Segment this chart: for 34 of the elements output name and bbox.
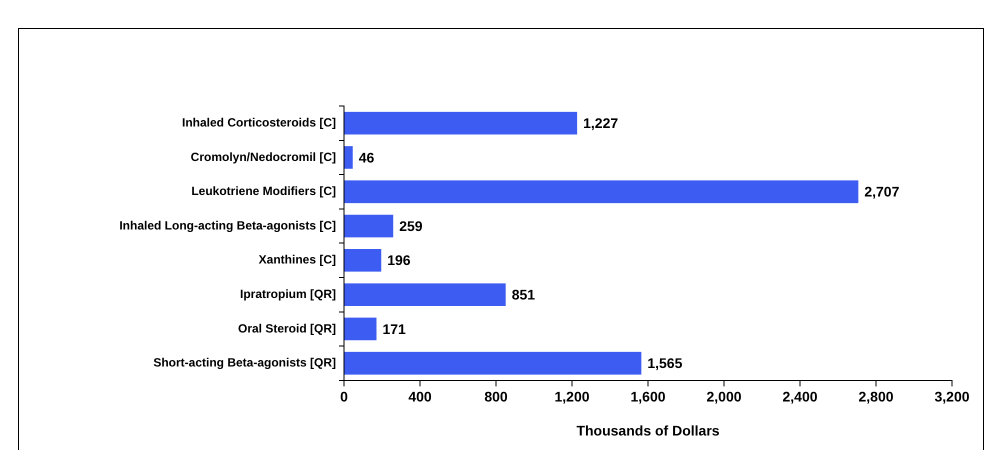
bar bbox=[344, 352, 642, 375]
y-tick-label: Ipratropium [QR] bbox=[240, 286, 336, 301]
data-label: 2,707 bbox=[864, 184, 900, 200]
x-tick-label: 0 bbox=[340, 388, 348, 405]
x-tick-label: 2,000 bbox=[706, 388, 742, 405]
y-tick-label: Short-acting Beta-agonists [QR] bbox=[153, 356, 336, 370]
x-tick-label: 2,400 bbox=[782, 388, 818, 405]
bar bbox=[344, 318, 376, 340]
y-tick-label: Leukotriene Modifiers [C] bbox=[191, 184, 336, 198]
bar bbox=[344, 112, 578, 134]
bar bbox=[344, 146, 353, 169]
data-label: 1,227 bbox=[583, 115, 618, 132]
x-tick-label: 1,600 bbox=[630, 388, 666, 405]
data-label: 851 bbox=[512, 286, 536, 303]
bar bbox=[344, 283, 506, 306]
data-label: 1,565 bbox=[647, 355, 683, 372]
data-label: 259 bbox=[399, 218, 423, 234]
x-tick-label: 1,200 bbox=[554, 388, 590, 405]
data-label: 196 bbox=[387, 252, 411, 268]
y-tick-label: Cromolyn/Nedocromil [C] bbox=[190, 150, 336, 164]
y-tick-label: Oral Steroid [QR] bbox=[238, 321, 336, 336]
bar bbox=[344, 180, 858, 204]
x-tick-label: 2,800 bbox=[858, 388, 894, 405]
data-label: 171 bbox=[382, 320, 406, 337]
bar bbox=[344, 249, 382, 272]
y-tick-label: Xanthines [C] bbox=[258, 252, 336, 267]
x-tick-label: 800 bbox=[484, 388, 508, 405]
x-axis-title: Thousands of Dollars bbox=[576, 422, 720, 438]
y-tick-label: Inhaled Long-acting Beta-agonists [C] bbox=[119, 218, 336, 232]
x-tick-label: 3,200 bbox=[934, 388, 970, 405]
data-label: 46 bbox=[358, 149, 375, 166]
x-tick-label: 400 bbox=[408, 388, 432, 405]
y-tick-label: Inhaled Corticosteroids [C] bbox=[182, 115, 336, 130]
bar bbox=[344, 214, 394, 238]
